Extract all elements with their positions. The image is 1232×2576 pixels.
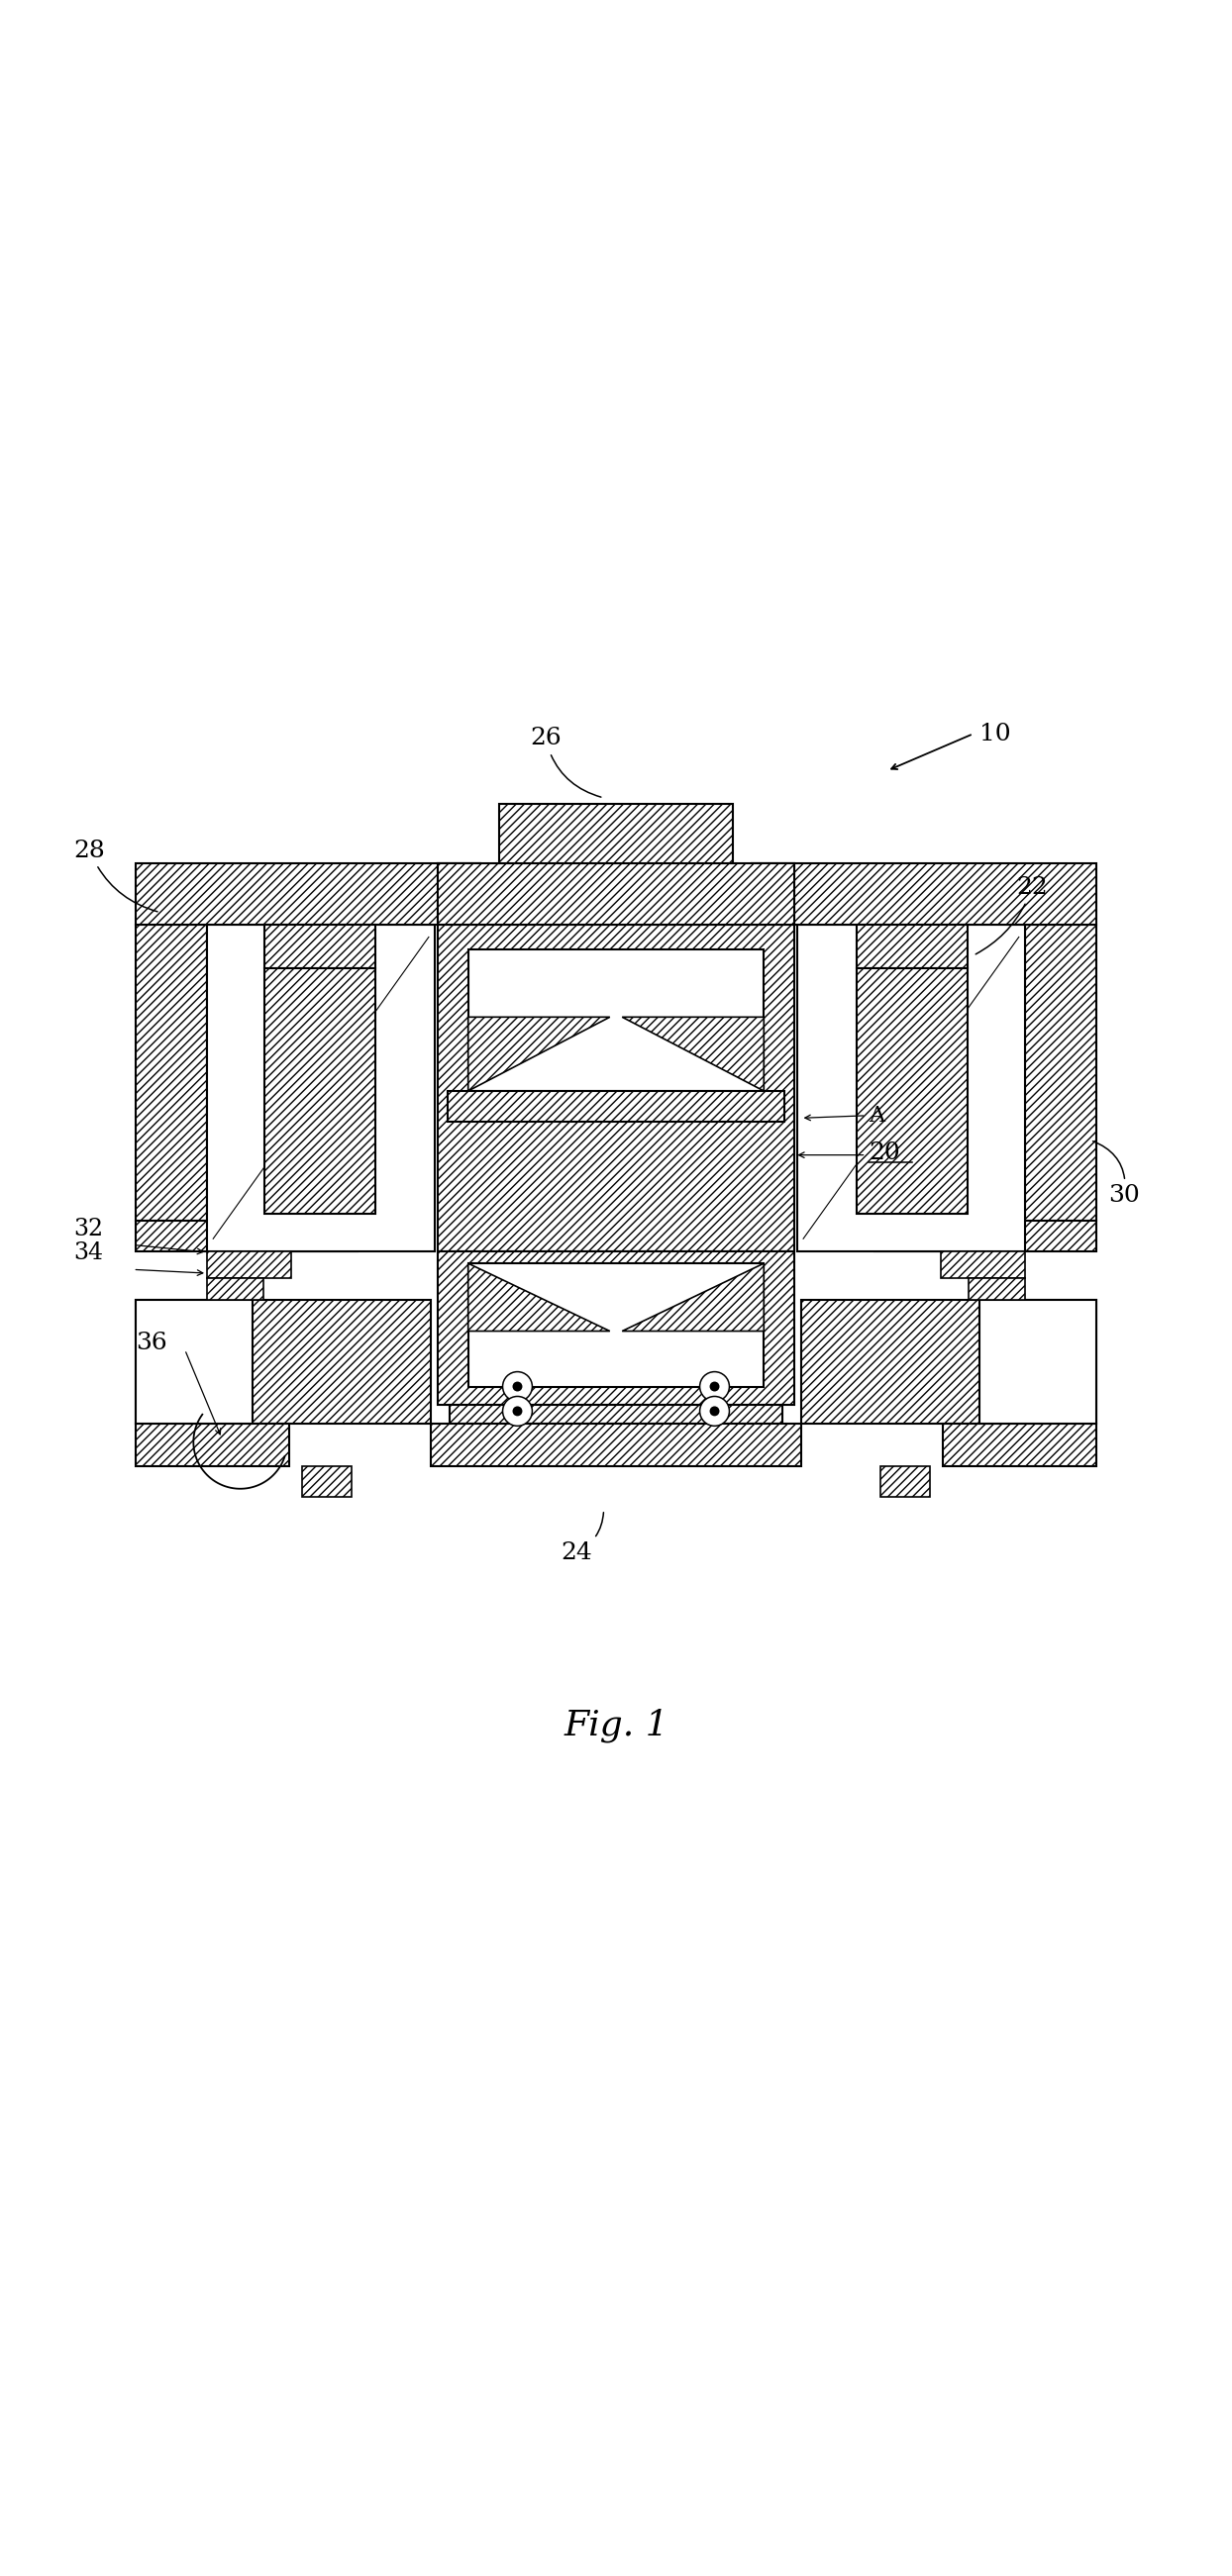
Circle shape [700,1396,729,1427]
Text: A: A [869,1105,885,1126]
Bar [752,863,795,925]
Text: Fig. 1: Fig. 1 [563,1708,669,1741]
Bar [302,1466,351,1497]
Text: 10: 10 [979,721,1010,744]
Text: 36: 36 [136,1332,168,1355]
Bar [136,925,207,1221]
Bar [499,804,733,863]
Bar [797,925,1025,1252]
Bar [450,1404,782,1425]
Bar [136,863,480,925]
Bar [801,1301,1096,1425]
Bar [942,1425,1096,1466]
Circle shape [513,1381,522,1391]
Bar [1025,925,1096,1221]
Bar [136,1221,357,1252]
Bar [437,863,480,925]
Bar [437,863,795,925]
Bar [136,1301,431,1425]
Bar [265,925,376,969]
Bar [941,1252,1025,1278]
Bar [431,1425,801,1466]
Text: 26: 26 [530,726,601,796]
Circle shape [503,1396,532,1427]
Polygon shape [622,1262,764,1332]
Bar [207,925,435,1252]
Polygon shape [468,1018,610,1092]
Bar [856,925,967,969]
Bar [752,863,1096,925]
Bar [207,1278,264,1301]
Text: 32: 32 [74,1218,103,1239]
Text: 30: 30 [1093,1141,1141,1206]
Circle shape [503,1373,532,1401]
Bar [468,951,764,1092]
Bar [881,1466,930,1497]
Circle shape [710,1381,719,1391]
Circle shape [700,1373,729,1401]
Text: 28: 28 [74,840,158,912]
Bar [207,1252,291,1278]
Circle shape [513,1406,522,1417]
Bar [265,969,376,1213]
Bar [856,969,967,1213]
Text: 34: 34 [74,1242,103,1265]
Bar [437,925,795,1252]
Bar [468,1262,764,1386]
Bar [979,1301,1096,1425]
Bar [875,1221,1096,1252]
Bar [437,1252,795,1404]
Bar [136,1425,290,1466]
Circle shape [710,1406,719,1417]
Text: 24: 24 [561,1512,604,1564]
Bar [968,1278,1025,1301]
Text: 22: 22 [976,876,1048,953]
Text: 20: 20 [869,1141,901,1164]
Bar [447,1092,785,1121]
Polygon shape [468,1262,610,1332]
Polygon shape [622,1018,764,1092]
Bar [136,1301,253,1425]
